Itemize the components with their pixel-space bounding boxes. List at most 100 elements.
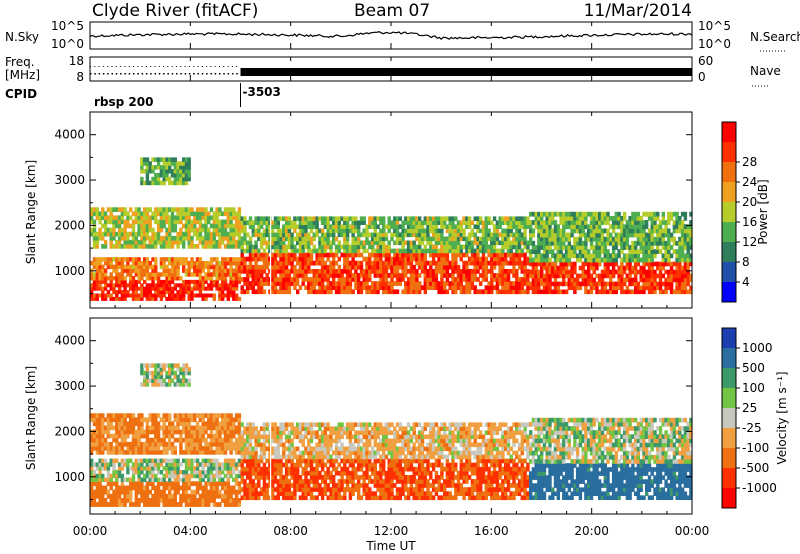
- heatmap-cell: [304, 273, 308, 278]
- heatmap-cell: [620, 228, 624, 234]
- heatmap-cell: [448, 281, 452, 286]
- heatmap-cell: [556, 289, 560, 295]
- heatmap-cell: [395, 240, 400, 246]
- heatmap-cell: [634, 281, 638, 287]
- heatmap-cell: [215, 244, 219, 249]
- heatmap-cell: [573, 269, 577, 275]
- heatmap-cell: [209, 429, 214, 435]
- heatmap-cell: [134, 286, 138, 291]
- heatmap-cell: [95, 231, 99, 237]
- heatmap-cell: [140, 429, 144, 435]
- heatmap-cell: [159, 272, 164, 277]
- heatmap-cell: [395, 260, 400, 266]
- heatmap-cell: [526, 216, 530, 221]
- heatmap-cell: [307, 232, 311, 238]
- heatmap-cell: [645, 240, 649, 246]
- heatmap-cell: [176, 378, 180, 383]
- heatmap-cell: [173, 165, 177, 170]
- heatmap-cell: [168, 367, 172, 372]
- heatmap-cell: [168, 279, 172, 284]
- heatmap-cell: [156, 437, 161, 443]
- heatmap-cell: [382, 252, 386, 258]
- heatmap-cell: [209, 272, 214, 277]
- heatmap-cell: [443, 216, 447, 221]
- heatmap-cell: [301, 224, 305, 229]
- heatmap-cell: [382, 220, 386, 225]
- heatmap-cell: [343, 240, 347, 246]
- heatmap-cell: [193, 458, 197, 463]
- heatmap-cell: [131, 227, 136, 233]
- heatmap-cell: [634, 289, 638, 295]
- heatmap-cell: [123, 279, 127, 284]
- heatmap-cell: [262, 232, 267, 238]
- heatmap-cell: [184, 470, 189, 475]
- heatmap-cell: [650, 277, 654, 283]
- heatmap-cell: [159, 470, 164, 475]
- heatmap-cell: [232, 235, 236, 241]
- heatmap-cell: [320, 277, 325, 282]
- heatmap-cell: [445, 240, 450, 246]
- heatmap-cell: [562, 240, 566, 246]
- heatmap-cell: [145, 276, 150, 281]
- heatmap-cell: [226, 272, 230, 277]
- heatmap-cell: [95, 421, 99, 427]
- heatmap-cell: [387, 273, 391, 278]
- heatmap-cell: [434, 260, 439, 266]
- heatmap-cell: [195, 244, 200, 249]
- heatmap-cell: [159, 211, 164, 217]
- heatmap-cell: [145, 235, 150, 241]
- heatmap-cell: [154, 489, 158, 495]
- heatmap-cell: [581, 265, 585, 271]
- heatmap-cell: [345, 228, 350, 234]
- heatmap-cell: [198, 493, 203, 499]
- heatmap-cell: [368, 244, 372, 250]
- heatmap-cell: [95, 489, 99, 495]
- heatmap-cell: [620, 281, 624, 287]
- heatmap-cell: [320, 232, 325, 238]
- heatmap-cell: [182, 458, 186, 463]
- heatmap-cell: [248, 479, 253, 484]
- heatmap-cell: [307, 281, 311, 286]
- heatmap-cell: [154, 257, 158, 262]
- heatmap-cell: [506, 285, 511, 290]
- heatmap-cell: [207, 481, 211, 487]
- heatmap-cell: [284, 252, 289, 258]
- heatmap-cell: [362, 220, 366, 225]
- heatmap-cell: [553, 253, 558, 259]
- heatmap-cell: [520, 224, 524, 229]
- heatmap-cell: [459, 269, 463, 274]
- heatmap-cell: [504, 256, 508, 262]
- heatmap-cell: [562, 289, 566, 295]
- heatmap-cell: [628, 257, 632, 263]
- heatmap-cell: [625, 253, 630, 259]
- heatmap-cell: [581, 211, 585, 217]
- heatmap-cell: [170, 441, 175, 447]
- heatmap-cell: [92, 493, 97, 499]
- heatmap-cell: [90, 437, 94, 443]
- heatmap-cell: [581, 224, 585, 230]
- heatmap-cell: [201, 293, 205, 298]
- heatmap-cell: [182, 264, 186, 270]
- heatmap-cell: [382, 285, 386, 290]
- heatmap-cell: [312, 248, 316, 254]
- heatmap-cell: [226, 215, 230, 221]
- heatmap-cell: [143, 502, 147, 507]
- heatmap-cell: [459, 228, 463, 234]
- heatmap-cell: [145, 498, 150, 503]
- heatmap-cell: [168, 180, 172, 186]
- heatmap-cell: [326, 224, 330, 229]
- heatmap-cell: [201, 450, 205, 455]
- heatmap-cell: [151, 231, 155, 237]
- heatmap-cell: [120, 293, 125, 298]
- heatmap-cell: [120, 485, 125, 491]
- heatmap-cell: [123, 458, 127, 463]
- heatmap-cell: [359, 244, 364, 250]
- heatmap-cell: [509, 281, 513, 286]
- heatmap-cell: [404, 228, 408, 234]
- heatmap-cell: [151, 169, 155, 174]
- heatmap-cell: [126, 293, 130, 298]
- heatmap-cell: [617, 240, 621, 246]
- heatmap-cell: [609, 236, 613, 242]
- heatmap-cell: [101, 458, 105, 463]
- heatmap-cell: [131, 429, 136, 435]
